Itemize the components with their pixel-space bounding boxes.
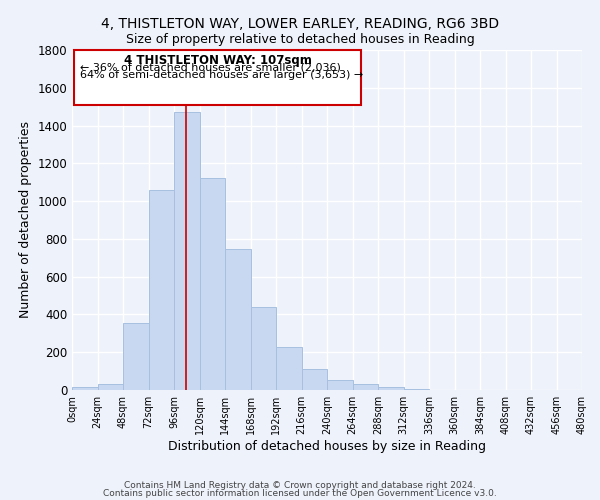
Bar [378, 386, 404, 390]
Text: 4, THISTLETON WAY, LOWER EARLEY, READING, RG6 3BD: 4, THISTLETON WAY, LOWER EARLEY, READING… [101, 18, 499, 32]
Text: Contains public sector information licensed under the Open Government Licence v3: Contains public sector information licen… [103, 489, 497, 498]
Text: 4 THISTLETON WAY: 107sqm: 4 THISTLETON WAY: 107sqm [124, 54, 311, 67]
Bar [97, 384, 123, 390]
Bar [276, 346, 302, 390]
Bar [199, 178, 225, 390]
Bar [353, 384, 378, 390]
Bar [174, 112, 199, 390]
Bar [72, 387, 97, 390]
Bar [327, 380, 353, 390]
Bar [404, 389, 429, 390]
Text: Contains HM Land Registry data © Crown copyright and database right 2024.: Contains HM Land Registry data © Crown c… [124, 480, 476, 490]
Bar [251, 307, 276, 390]
Text: 64% of semi-detached houses are larger (3,653) →: 64% of semi-detached houses are larger (… [80, 70, 364, 81]
Y-axis label: Number of detached properties: Number of detached properties [19, 122, 32, 318]
Bar [123, 323, 149, 390]
Bar [149, 190, 174, 390]
Text: ← 36% of detached houses are smaller (2,036): ← 36% of detached houses are smaller (2,… [80, 63, 341, 73]
X-axis label: Distribution of detached houses by size in Reading: Distribution of detached houses by size … [168, 440, 486, 452]
Bar [74, 50, 361, 105]
Bar [225, 250, 251, 390]
Text: Size of property relative to detached houses in Reading: Size of property relative to detached ho… [125, 32, 475, 46]
Bar [302, 369, 327, 390]
